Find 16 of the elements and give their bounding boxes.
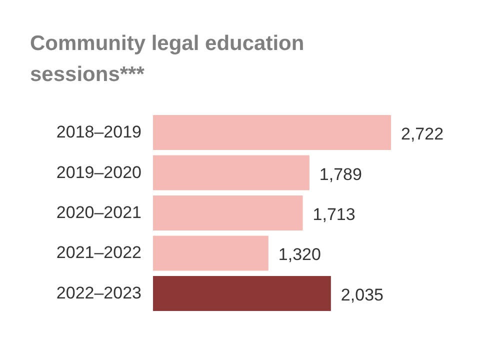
y-tick-label: 2018–2019 — [56, 122, 142, 142]
data-label: 2,035 — [340, 285, 384, 304]
bar — [153, 155, 310, 190]
chart-title: Community legal education sessions*** — [30, 32, 304, 86]
data-label: 1,789 — [319, 164, 362, 184]
bar — [153, 276, 331, 311]
data-label: 1,320 — [278, 245, 321, 264]
data-label: 1,713 — [312, 205, 356, 224]
bar — [153, 236, 268, 271]
bar — [153, 115, 391, 150]
y-tick-label: 2019–2020 — [56, 162, 142, 182]
bar — [153, 195, 303, 231]
y-tick-label: 2022–2023 — [56, 283, 142, 302]
y-tick-label: 2021–2022 — [56, 243, 142, 262]
y-tick-label: 2020–2021 — [56, 203, 142, 222]
data-label: 2,722 — [401, 124, 444, 144]
